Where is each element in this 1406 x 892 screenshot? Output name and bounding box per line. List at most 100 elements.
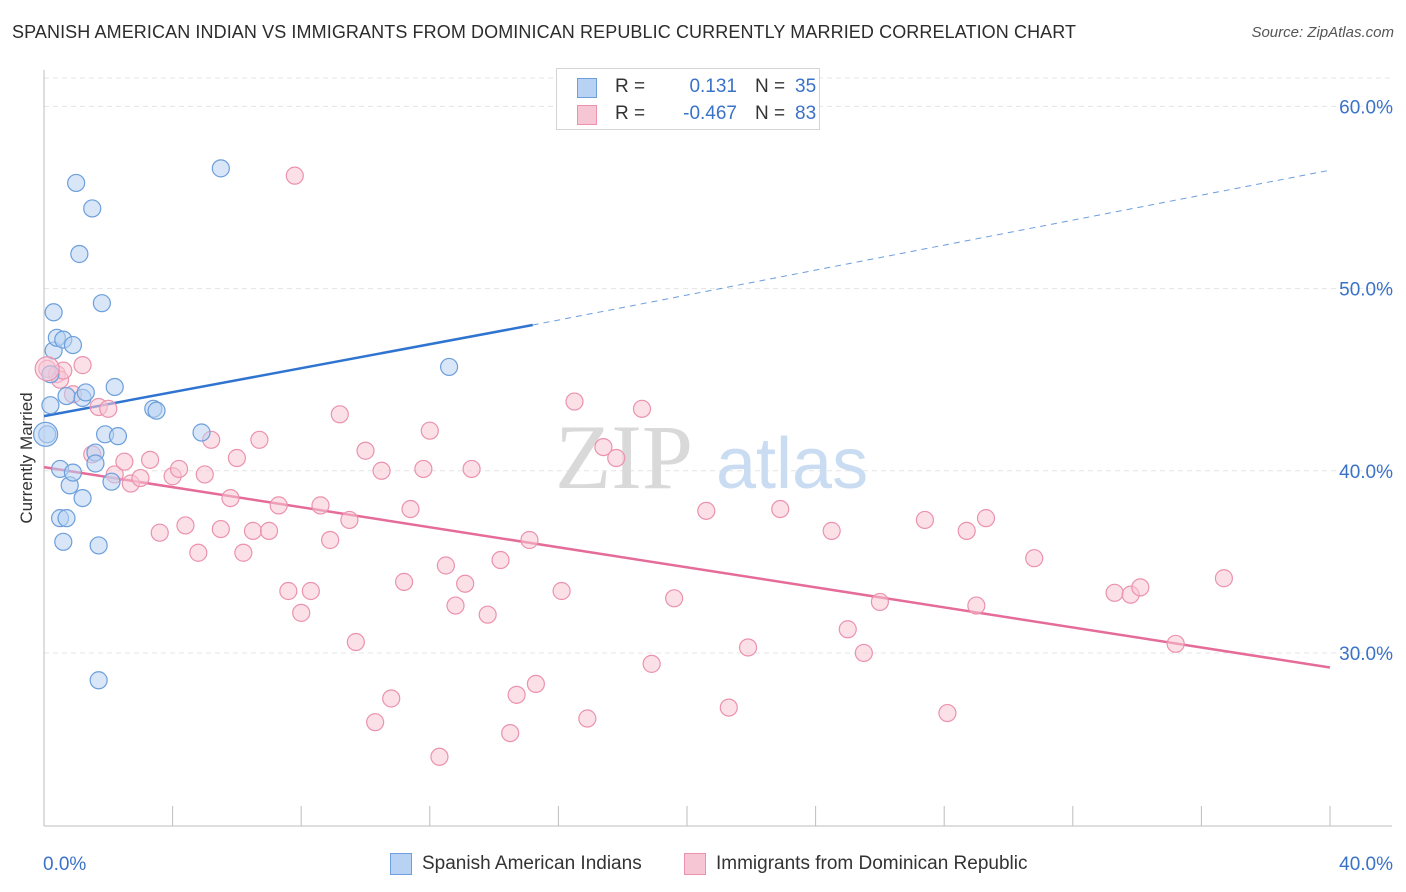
data-point-dominican-republic (642, 654, 661, 673)
data-point-spanish-american-indian (63, 463, 83, 482)
data-point-spanish-american-indian (105, 377, 124, 397)
data-point-dominican-republic (131, 468, 150, 488)
data-point-spanish-american-indian (108, 427, 128, 446)
y-tick-label: 50.0% (1339, 280, 1393, 301)
data-point-dominican-republic (243, 521, 263, 540)
correlation-stats-box: R = 0.131 N = 35 R = -0.467 N = 83 (556, 68, 820, 130)
data-point-dominican-republic (382, 689, 401, 708)
x-tick-label: 40.0% (1339, 854, 1393, 875)
data-point-dominican-republic (285, 166, 304, 185)
data-point-dominican-republic (507, 685, 526, 704)
pink-swatch (577, 105, 597, 125)
data-point-dominican-republic (227, 448, 246, 468)
data-point-spanish-american-indian (44, 303, 63, 322)
grid-layer (44, 77, 1392, 654)
axes-layer (43, 70, 1392, 827)
data-point-dominican-republic (822, 521, 841, 540)
data-point-dominican-republic (456, 574, 475, 593)
data-point-dominican-republic (665, 589, 684, 608)
data-point-dominican-republic (719, 698, 738, 717)
data-point-spanish-american-indian (57, 386, 76, 406)
y-tick-label: 40.0% (1339, 462, 1393, 483)
data-point-spanish-american-indian (33, 421, 59, 447)
data-point-dominican-republic (346, 632, 365, 652)
data-point-spanish-american-indian (86, 454, 105, 473)
data-point-spanish-american-indian (211, 159, 230, 178)
data-point-spanish-american-indian (89, 536, 108, 555)
data-point-dominican-republic (526, 674, 545, 694)
data-point-spanish-american-indian (439, 357, 459, 377)
data-point-dominican-republic (99, 399, 118, 418)
data-point-spanish-american-indian (192, 423, 211, 442)
data-point-dominican-republic (771, 499, 790, 519)
data-point-dominican-republic (1131, 578, 1150, 597)
data-point-spanish-american-indian (67, 173, 86, 193)
data-point-spanish-american-indian (89, 671, 108, 690)
data-point-dominican-republic (938, 703, 957, 723)
tick-labels: 30.0% 40.0% 50.0% 60.0% 0.0% 40.0% (43, 97, 1393, 875)
data-point-dominican-republic (915, 510, 935, 530)
data-point-dominican-republic (189, 543, 208, 562)
data-point-spanish-american-indian (92, 294, 111, 313)
data-point-spanish-american-indian (57, 509, 76, 528)
r-value: -0.467 (683, 103, 737, 124)
data-point-dominican-republic (195, 465, 214, 484)
data-point-dominican-republic (340, 510, 359, 530)
data-point-dominican-republic (854, 643, 873, 663)
data-point-dominican-republic (607, 448, 626, 468)
data-point-dominican-republic (34, 356, 60, 382)
data-point-dominican-republic (115, 452, 134, 471)
r-label: R = (615, 76, 646, 97)
y-tick-label: 60.0% (1339, 97, 1393, 118)
trend-layer (43, 169, 1331, 669)
watermark-atlas: atlas (716, 424, 868, 504)
data-point-dominican-republic (420, 421, 439, 440)
data-point-dominican-republic (414, 459, 433, 479)
n-label: N = (755, 76, 786, 97)
data-point-dominican-republic (211, 519, 230, 539)
data-point-dominican-republic (491, 550, 510, 570)
legend-swatch-pink (684, 853, 706, 875)
data-point-dominican-republic (372, 461, 391, 480)
y-tick-label: 30.0% (1339, 644, 1393, 665)
data-point-spanish-american-indian (76, 383, 95, 402)
data-point-spanish-american-indian (83, 199, 102, 218)
data-point-dominican-republic (552, 581, 571, 601)
data-point-dominican-republic (279, 581, 298, 601)
data-point-dominican-republic (169, 459, 189, 479)
data-point-dominican-republic (565, 392, 584, 411)
data-point-spanish-american-indian (147, 401, 166, 420)
data-point-dominican-republic (578, 709, 597, 728)
data-point-spanish-american-indian (63, 335, 83, 355)
chart-title: SPANISH AMERICAN INDIAN VS IMMIGRANTS FR… (12, 22, 1077, 42)
data-point-dominican-republic (632, 399, 652, 418)
data-point-spanish-american-indian (41, 396, 60, 415)
data-point-spanish-american-indian (70, 244, 89, 264)
data-point-dominican-republic (311, 496, 330, 515)
legend-swatch-blue (390, 853, 412, 875)
data-point-dominican-republic (401, 499, 420, 519)
data-point-dominican-republic (1166, 634, 1185, 653)
data-point-dominican-republic (446, 596, 465, 615)
data-point-dominican-republic (462, 459, 481, 479)
blue-swatch (577, 78, 597, 98)
legend-label: Immigrants from Dominican Republic (716, 853, 1028, 874)
data-point-dominican-republic (436, 556, 455, 575)
data-point-dominican-republic (356, 441, 375, 460)
data-point-dominican-republic (269, 496, 288, 515)
r-label: R = (615, 103, 646, 124)
data-point-dominican-republic (870, 592, 890, 612)
data-point-dominican-republic (967, 596, 986, 615)
n-label: N = (755, 103, 786, 124)
trendline-immigrants-dominican-republic (43, 465, 1331, 669)
data-point-dominican-republic (176, 516, 195, 535)
data-point-dominican-republic (140, 450, 160, 469)
trendline-spanish-american-indians (43, 323, 533, 418)
data-point-dominican-republic (957, 521, 976, 540)
data-point-dominican-republic (738, 638, 758, 657)
data-point-dominican-republic (330, 405, 349, 424)
data-point-dominican-republic (292, 603, 311, 622)
watermark: ZIP atlas (555, 406, 868, 508)
points-layer (33, 159, 1234, 766)
x-tick-label: 0.0% (43, 854, 86, 875)
